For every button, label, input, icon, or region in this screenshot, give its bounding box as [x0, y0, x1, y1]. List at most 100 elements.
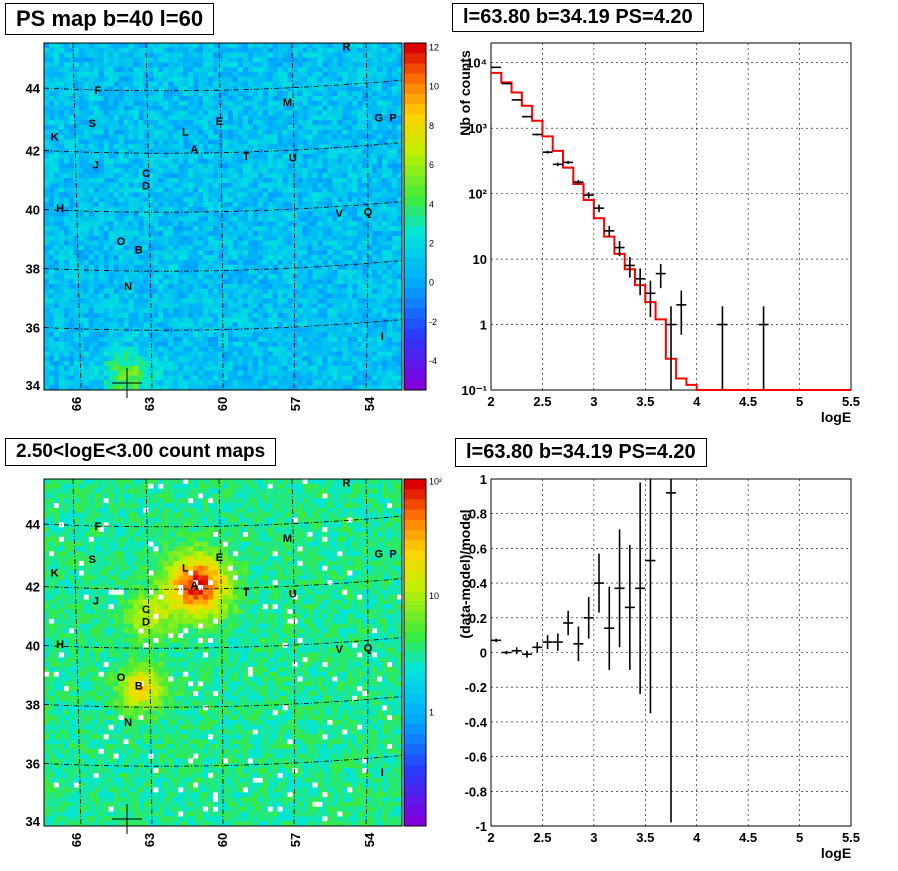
map-pixel: [78, 351, 85, 357]
map-pixel: [98, 245, 105, 251]
map-pixel: [247, 250, 254, 256]
map-pixel: [327, 76, 333, 82]
map-pixel: [128, 149, 134, 155]
map-pixel: [93, 361, 100, 367]
map-pixel: [282, 187, 289, 193]
map-pixel: [93, 187, 100, 193]
map-pixel: [123, 86, 129, 92]
map-pixel: [332, 173, 338, 179]
map-pixel: [272, 100, 279, 107]
map-pixel: [123, 197, 129, 203]
map-pixel: [138, 110, 144, 116]
map-pixel: [58, 274, 65, 280]
map-pixel: [133, 67, 139, 73]
map-pixel: [342, 240, 348, 246]
map-pixel: [352, 245, 358, 251]
map-pixel: [362, 43, 368, 49]
map-pixel: [163, 235, 169, 242]
map-pixel: [188, 327, 194, 333]
map-pixel: [44, 158, 50, 164]
map-pixel: [93, 235, 100, 242]
map-pixel: [312, 206, 318, 213]
map-pixel: [322, 365, 328, 372]
map-pixel: [53, 129, 60, 136]
map-pixel: [347, 96, 353, 102]
map-pixel: [297, 327, 303, 333]
map-pixel: [228, 81, 234, 87]
map-pixel: [257, 221, 264, 227]
map-pixel: [73, 81, 80, 87]
map-pixel: [163, 375, 169, 381]
map-pixel: [357, 115, 363, 121]
map-pixel: [242, 202, 249, 208]
map-pixel: [178, 149, 184, 155]
map-pixel: [372, 177, 378, 184]
map-pixel: [322, 298, 328, 304]
map-pixel: [198, 293, 204, 299]
map-pixel: [143, 216, 149, 222]
map-pixel: [297, 312, 303, 319]
map-pixel: [93, 81, 100, 87]
map-pixel: [277, 221, 284, 227]
map-pixel: [332, 182, 338, 189]
map-pixel: [83, 375, 90, 381]
spectrum-title: l=63.80 b=34.19 PS=4.20: [452, 3, 704, 32]
map-pixel: [302, 308, 308, 314]
map-pixel: [173, 341, 179, 348]
map-pixel: [78, 71, 85, 78]
map-pixel: [247, 192, 254, 198]
map-pixel: [163, 308, 169, 314]
map-pixel: [312, 202, 318, 208]
map-pixel: [178, 259, 184, 266]
map-pixel: [203, 380, 209, 386]
map-pixel: [83, 250, 90, 256]
map-pixel: [302, 149, 308, 155]
map-pixel: [237, 149, 244, 155]
map-pixel: [88, 67, 95, 73]
map-pixel: [103, 284, 110, 290]
map-pixel: [262, 269, 269, 275]
map-pixel: [188, 163, 194, 169]
map-pixel: [342, 57, 348, 63]
map-pixel: [49, 380, 55, 386]
map-pixel: [148, 365, 154, 372]
map-pixel: [78, 206, 85, 213]
map-pixel: [312, 351, 318, 357]
map-pixel: [357, 337, 363, 343]
map-pixel: [257, 57, 264, 63]
map-pixel: [302, 158, 308, 164]
map-pixel: [213, 341, 219, 348]
map-pixel: [138, 206, 144, 213]
map-pixel: [242, 206, 249, 213]
map-pixel: [118, 187, 124, 193]
map-pixel: [208, 177, 214, 184]
map-pixel: [228, 365, 234, 372]
map-pixel: [372, 43, 378, 49]
map-pixel: [53, 158, 60, 164]
map-pixel: [337, 351, 343, 357]
map-pixel: [228, 312, 234, 319]
map-pixel: [98, 57, 105, 63]
map-pixel: [198, 206, 204, 213]
map-pixel: [198, 144, 204, 150]
map-pixel: [49, 317, 55, 323]
map-pixel: [282, 245, 289, 251]
map-pixel: [53, 197, 60, 203]
map-pixel: [242, 303, 249, 309]
map-pixel: [88, 332, 95, 338]
map-pixel: [257, 173, 264, 179]
map-pixel: [203, 250, 209, 256]
map-pixel: [188, 52, 194, 58]
map-pixel: [252, 158, 259, 164]
map-pixel: [178, 81, 184, 87]
map-pixel: [118, 202, 124, 208]
map-pixel: [297, 86, 303, 92]
map-pixel: [327, 312, 333, 319]
map-pixel: [58, 110, 65, 116]
map-pixel: [103, 81, 110, 87]
map-pixel: [118, 226, 124, 232]
map-pixel: [302, 91, 308, 97]
map-pixel: [252, 341, 259, 348]
map-pixel: [148, 139, 154, 145]
map-pixel: [178, 346, 184, 352]
